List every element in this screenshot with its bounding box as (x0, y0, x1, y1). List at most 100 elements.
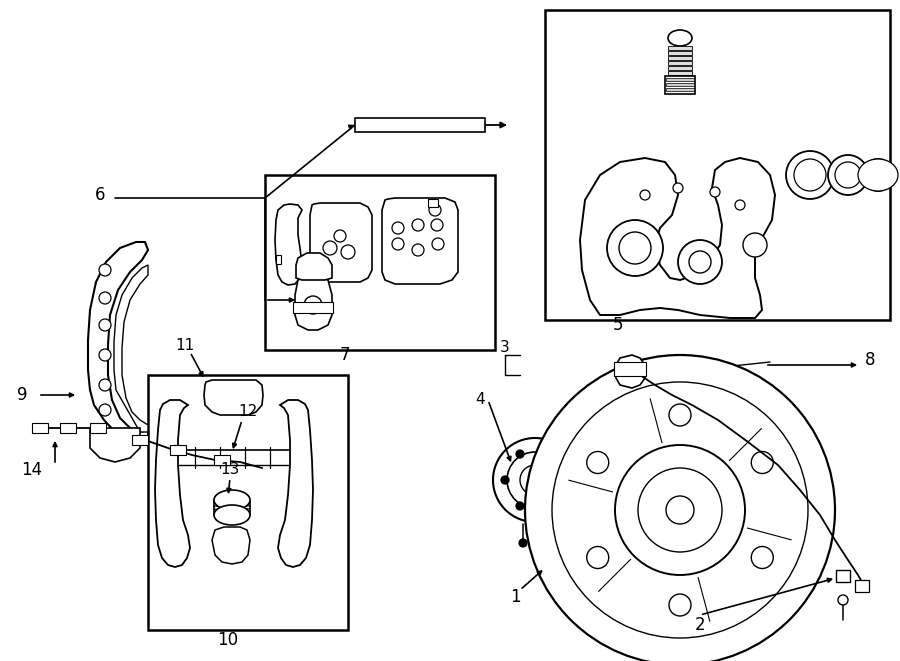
Ellipse shape (668, 30, 692, 46)
Bar (855, 580, 869, 592)
Bar (265, 175, 495, 350)
Circle shape (334, 230, 346, 242)
Bar (60, 423, 76, 433)
Polygon shape (88, 242, 148, 442)
Text: 11: 11 (176, 338, 194, 352)
Polygon shape (310, 203, 372, 282)
Circle shape (828, 155, 868, 195)
Polygon shape (580, 158, 775, 318)
Circle shape (304, 296, 322, 314)
Circle shape (607, 220, 663, 276)
Circle shape (561, 476, 569, 484)
Circle shape (678, 240, 722, 284)
Circle shape (546, 450, 554, 458)
Text: 6: 6 (94, 186, 105, 204)
Text: 7: 7 (340, 346, 350, 364)
Circle shape (99, 349, 111, 361)
Circle shape (516, 450, 524, 458)
Circle shape (493, 438, 577, 522)
Bar (214, 455, 230, 465)
Bar (545, 10, 890, 320)
Circle shape (532, 539, 540, 547)
Text: 5: 5 (613, 316, 623, 334)
Circle shape (429, 204, 441, 216)
Circle shape (412, 219, 424, 231)
Circle shape (862, 159, 894, 191)
Polygon shape (212, 527, 250, 564)
Circle shape (99, 292, 111, 304)
Text: 1: 1 (509, 588, 520, 606)
Polygon shape (275, 204, 302, 285)
Circle shape (341, 245, 355, 259)
Ellipse shape (214, 490, 250, 510)
Polygon shape (616, 355, 645, 388)
Circle shape (640, 190, 650, 200)
Bar (668, 71, 692, 75)
Bar (666, 88, 694, 91)
Circle shape (838, 595, 848, 605)
Polygon shape (204, 380, 263, 415)
Circle shape (669, 404, 691, 426)
Text: 8: 8 (865, 351, 875, 369)
Polygon shape (90, 428, 140, 462)
Circle shape (520, 465, 550, 495)
Circle shape (99, 404, 111, 416)
Bar (668, 51, 692, 55)
Text: 2: 2 (695, 616, 706, 634)
Circle shape (507, 452, 563, 508)
Bar (668, 61, 692, 65)
Text: 3: 3 (500, 340, 510, 356)
Circle shape (99, 379, 111, 391)
Circle shape (752, 547, 773, 568)
Text: 10: 10 (218, 631, 238, 649)
Polygon shape (278, 400, 313, 567)
Text: 4: 4 (475, 393, 485, 407)
Polygon shape (155, 400, 190, 567)
Bar (666, 78, 694, 81)
Circle shape (99, 319, 111, 331)
Bar (170, 445, 186, 455)
Circle shape (587, 547, 608, 568)
Circle shape (673, 183, 683, 193)
Circle shape (669, 594, 691, 616)
Bar (90, 423, 106, 433)
Circle shape (615, 445, 745, 575)
Circle shape (392, 238, 404, 250)
Bar (132, 435, 148, 445)
Text: 12: 12 (238, 405, 257, 420)
Circle shape (689, 251, 711, 273)
Circle shape (835, 162, 861, 188)
Circle shape (735, 200, 745, 210)
Circle shape (619, 232, 651, 264)
Circle shape (501, 476, 509, 484)
Bar (355, 118, 485, 132)
Polygon shape (382, 198, 458, 284)
Bar (668, 66, 692, 70)
Circle shape (794, 159, 826, 191)
Circle shape (752, 451, 773, 473)
Circle shape (666, 496, 694, 524)
Bar (836, 570, 850, 582)
Ellipse shape (214, 505, 250, 525)
Bar (668, 46, 692, 50)
Bar (32, 423, 48, 433)
Circle shape (392, 222, 404, 234)
Circle shape (412, 244, 424, 256)
Circle shape (519, 539, 527, 547)
Bar (614, 362, 646, 376)
Circle shape (710, 187, 720, 197)
Polygon shape (295, 275, 332, 330)
Text: 14: 14 (22, 461, 42, 479)
Circle shape (99, 264, 111, 276)
Circle shape (516, 502, 524, 510)
Circle shape (525, 355, 835, 661)
Polygon shape (296, 253, 332, 280)
Circle shape (743, 233, 767, 257)
Text: 9: 9 (17, 386, 27, 404)
Bar (276, 255, 281, 264)
Bar (666, 83, 694, 86)
Polygon shape (114, 265, 148, 432)
Bar (428, 199, 438, 207)
Bar (148, 375, 348, 630)
Text: 13: 13 (220, 463, 239, 477)
